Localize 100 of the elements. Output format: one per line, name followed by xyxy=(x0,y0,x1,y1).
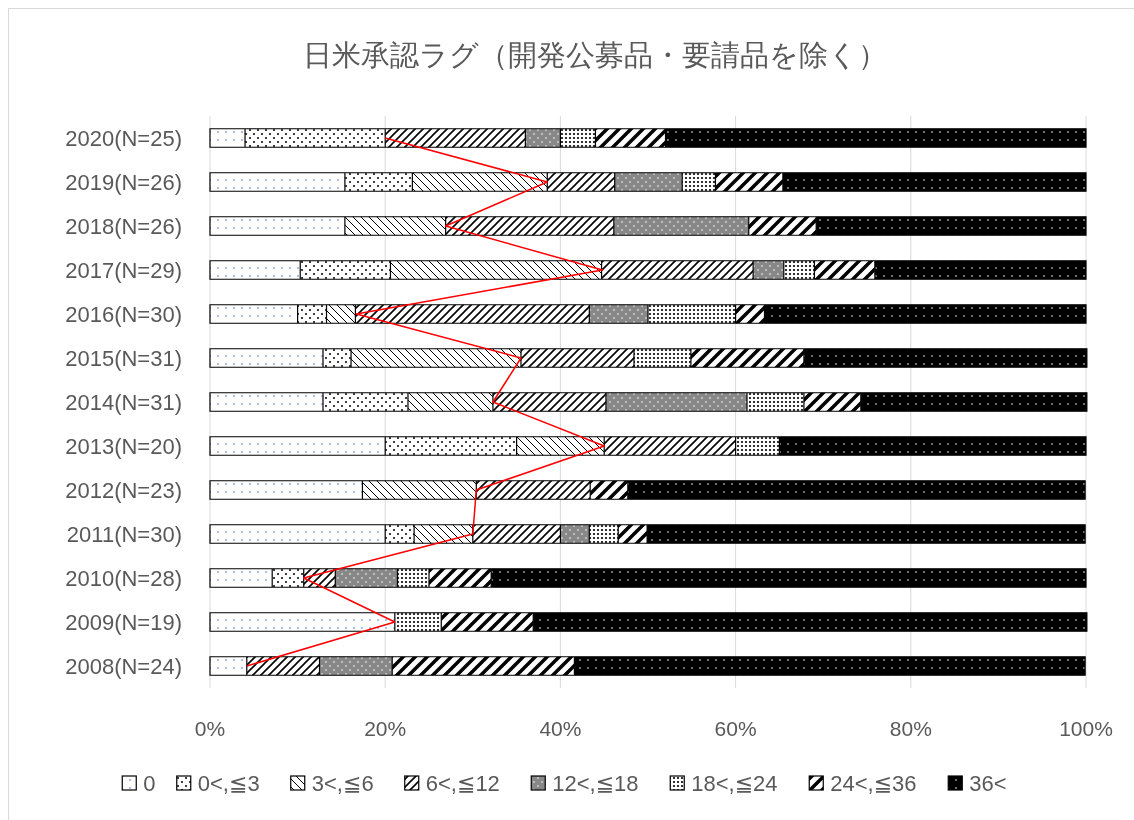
bar xyxy=(782,172,1087,192)
bar xyxy=(589,480,629,500)
bar xyxy=(384,436,518,456)
bar xyxy=(391,656,576,676)
bar xyxy=(647,304,737,324)
y-tick-label: 2011(N=30) xyxy=(66,522,182,547)
x-tick-label: 80% xyxy=(889,717,932,740)
bar xyxy=(246,656,321,676)
bar xyxy=(573,656,1086,676)
bar xyxy=(813,260,876,280)
legend-label: 18<,≦24 xyxy=(691,771,778,796)
bar xyxy=(633,348,692,368)
bar xyxy=(209,128,246,148)
bar xyxy=(803,392,862,412)
bar xyxy=(600,260,754,280)
bar xyxy=(472,524,561,544)
bar xyxy=(384,524,415,544)
legend-label: 0<,≦3 xyxy=(197,771,260,796)
bar xyxy=(588,524,619,544)
bar xyxy=(763,304,1087,324)
bar xyxy=(334,568,399,588)
x-tick-label: 0% xyxy=(194,717,226,740)
bar xyxy=(322,348,352,368)
y-tick-label: 2018(N=26) xyxy=(65,214,182,239)
legend-label: 6<,≦12 xyxy=(425,771,500,796)
y-tick-label: 2019(N=26) xyxy=(65,170,182,195)
bar xyxy=(664,128,1087,148)
bar xyxy=(594,128,667,148)
y-tick-label: 2009(N=19) xyxy=(65,610,182,635)
y-tick-label: 2008(N=24) xyxy=(65,654,182,679)
bar xyxy=(617,524,648,544)
bar xyxy=(322,392,409,412)
bar xyxy=(344,216,447,236)
bar xyxy=(860,392,1088,412)
chart-title: 日米承認ラグ（開発公募品・要請品を除く） xyxy=(303,39,887,71)
bar xyxy=(603,436,737,456)
x-tick-label: 60% xyxy=(714,717,757,740)
legend-label: 24<,≦36 xyxy=(830,771,917,796)
bar xyxy=(344,172,413,192)
bar xyxy=(475,480,591,500)
bar xyxy=(244,128,386,148)
y-tick-label: 2013(N=20) xyxy=(65,434,182,459)
bar xyxy=(752,260,785,280)
bar xyxy=(297,304,328,324)
bar xyxy=(748,216,817,236)
legend-label: 36< xyxy=(969,771,1007,796)
x-tick-label: 100% xyxy=(1059,717,1113,740)
bar xyxy=(714,172,784,192)
bar xyxy=(413,524,474,544)
y-tick-label: 2010(N=28) xyxy=(65,566,182,591)
legend-label: 3<,≦6 xyxy=(311,771,374,796)
bar xyxy=(209,392,324,412)
bar xyxy=(516,436,605,456)
bar xyxy=(559,128,597,148)
bar xyxy=(492,392,607,412)
bar xyxy=(546,172,616,192)
bar xyxy=(428,568,492,588)
bar xyxy=(874,260,1087,280)
bar xyxy=(396,568,430,588)
bar xyxy=(209,260,301,280)
bar xyxy=(690,348,805,368)
bar xyxy=(746,392,805,412)
bar xyxy=(445,216,615,236)
bar xyxy=(627,480,1086,500)
y-tick-label: 2020(N=25) xyxy=(65,126,182,151)
bar xyxy=(350,348,522,368)
bar xyxy=(394,612,442,632)
bar xyxy=(735,304,766,324)
bar xyxy=(803,348,1088,368)
bar xyxy=(815,216,1087,236)
bar xyxy=(520,348,635,368)
x-tick-label: 20% xyxy=(364,717,407,740)
bar xyxy=(646,524,1086,544)
bar xyxy=(384,128,526,148)
bar xyxy=(299,260,392,280)
bar xyxy=(407,392,494,412)
x-tick-label: 40% xyxy=(539,717,582,740)
bar xyxy=(440,612,534,632)
bar xyxy=(524,128,561,148)
bar xyxy=(605,392,748,412)
bar xyxy=(209,348,324,368)
bar xyxy=(559,524,590,544)
y-tick-label: 2014(N=31) xyxy=(65,390,182,415)
bar xyxy=(735,436,780,456)
bar xyxy=(778,436,1087,456)
bar xyxy=(361,480,477,500)
bar xyxy=(209,480,364,500)
bar xyxy=(588,304,649,324)
bar xyxy=(318,656,393,676)
legend-label: 12<,≦18 xyxy=(552,771,639,796)
bar xyxy=(325,304,357,324)
y-tick-label: 2015(N=31) xyxy=(65,346,182,371)
y-tick-label: 2016(N=30) xyxy=(65,302,182,327)
bar xyxy=(271,568,305,588)
legend-label: 0 xyxy=(143,771,156,796)
bar xyxy=(681,172,717,192)
bar xyxy=(613,216,750,236)
y-tick-label: 2012(N=23) xyxy=(65,478,182,503)
bar xyxy=(354,304,590,324)
bar xyxy=(209,436,386,456)
